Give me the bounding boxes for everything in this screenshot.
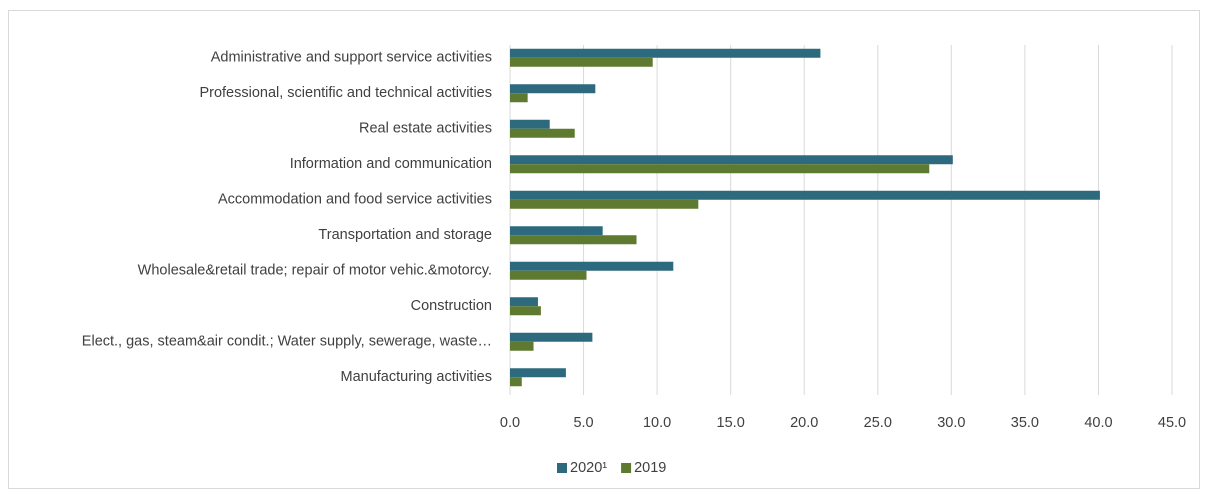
y-tick-label: Manufacturing activities <box>340 369 492 385</box>
x-tick-label: 0.0 <box>500 415 520 431</box>
x-tick-label: 15.0 <box>717 415 745 431</box>
bar <box>510 377 522 387</box>
bar <box>510 341 534 351</box>
x-tick-label: 5.0 <box>573 415 593 431</box>
x-tick-label: 10.0 <box>643 415 671 431</box>
x-tick-label: 40.0 <box>1084 415 1112 431</box>
bar <box>510 93 528 103</box>
bar <box>510 128 575 138</box>
legend-swatch <box>557 463 567 473</box>
legend-label: 2020¹ <box>570 460 607 476</box>
bar <box>510 306 541 316</box>
bar <box>510 235 637 245</box>
y-tick-label: Information and communication <box>290 156 492 172</box>
y-tick-label: Real estate activities <box>359 121 492 137</box>
bar <box>510 57 653 67</box>
bar <box>510 368 566 378</box>
bar <box>510 297 538 307</box>
chart-border <box>8 10 1200 489</box>
x-tick-label: 45.0 <box>1158 415 1186 431</box>
bar <box>510 226 603 236</box>
bar <box>510 332 593 342</box>
bar <box>510 48 821 58</box>
bar <box>510 261 674 271</box>
x-tick-label: 25.0 <box>864 415 892 431</box>
legend-label: 2019 <box>634 460 666 476</box>
bar <box>510 190 1100 200</box>
bar <box>510 270 587 280</box>
y-tick-label: Elect., gas, steam&air condit.; Water su… <box>82 334 492 350</box>
y-tick-label: Construction <box>411 298 492 314</box>
legend-swatch <box>621 463 632 473</box>
y-tick-label: Transportation and storage <box>318 227 492 243</box>
x-tick-label: 30.0 <box>937 415 965 431</box>
x-tick-label: 20.0 <box>790 415 818 431</box>
bar <box>510 119 550 129</box>
y-tick-label: Wholesale&retail trade; repair of motor … <box>138 263 492 279</box>
y-tick-label: Accommodation and food service activitie… <box>218 192 492 208</box>
bar <box>510 155 953 165</box>
bar <box>510 84 596 94</box>
bar <box>510 199 699 209</box>
y-tick-label: Administrative and support service activ… <box>211 50 492 66</box>
y-tick-label: Professional, scientific and technical a… <box>199 85 492 101</box>
x-tick-label: 35.0 <box>1011 415 1039 431</box>
bar <box>510 164 930 174</box>
